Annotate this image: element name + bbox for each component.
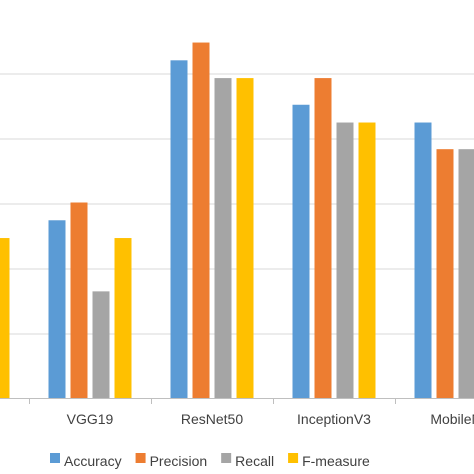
bar-recall-mobilen	[458, 149, 474, 398]
legend-swatch	[135, 453, 146, 463]
bar-precision-mobilen	[436, 149, 454, 398]
bar-f-measure-inceptionv3	[358, 122, 376, 398]
legend-label: F-measure	[302, 453, 370, 469]
legend-swatch	[50, 453, 60, 463]
legend-swatch	[221, 453, 232, 463]
bar-accuracy-mobilen	[414, 122, 432, 398]
bar-precision-vgg19	[70, 202, 88, 398]
legend-swatch	[288, 453, 299, 463]
bar-f-measure-resnet50	[236, 78, 254, 398]
bar-recall-vgg19	[92, 291, 110, 398]
bar-precision-inceptionv3	[314, 78, 332, 398]
legend-label: Precision	[150, 453, 208, 469]
bar-precision-resnet50	[192, 42, 210, 398]
bar-f-measure-vgg19	[114, 238, 132, 398]
legend-label: Recall	[235, 453, 274, 469]
bars	[0, 42, 474, 399]
x-tick-label: InceptionV3	[297, 411, 371, 427]
bar-accuracy-inceptionv3	[292, 104, 310, 398]
x-tick-label: VGG19	[67, 411, 114, 427]
bar-accuracy-resnet50	[170, 60, 188, 399]
x-tick-labels: VGG19 ResNet50 InceptionV3 MobileN	[67, 411, 474, 427]
x-axis	[0, 398, 474, 404]
x-tick-label: ResNet50	[181, 411, 243, 427]
x-tick-label: MobileN	[430, 411, 474, 427]
bar-f-measure-group0	[0, 238, 10, 398]
legend-label: Accuracy	[64, 453, 122, 469]
bar-accuracy-vgg19	[48, 220, 66, 398]
bar-recall-inceptionv3	[336, 122, 354, 398]
legend: Accuracy Precision Recall F-measure	[50, 453, 370, 469]
bar-recall-resnet50	[214, 78, 232, 398]
